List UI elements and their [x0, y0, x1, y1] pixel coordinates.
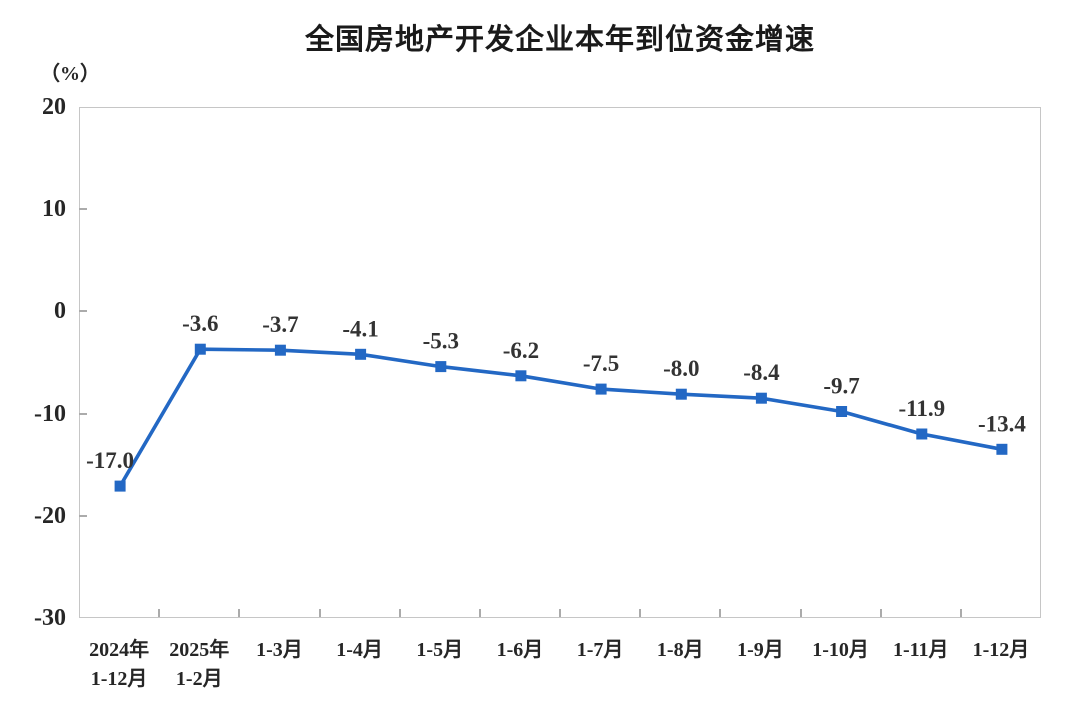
x-tick-mark — [158, 609, 161, 617]
data-point-label: -4.1 — [342, 316, 378, 341]
x-tick-label: 1-7月 — [576, 639, 624, 661]
y-tick-label: 0 — [54, 298, 66, 325]
y-tick-label: 20 — [42, 94, 66, 120]
data-point-label: -8.0 — [663, 356, 699, 381]
data-point-label: -13.4 — [978, 411, 1026, 436]
data-point-marker — [595, 383, 607, 395]
x-tick-mark — [959, 609, 962, 617]
data-point-label: -3.6 — [182, 311, 218, 336]
series-line — [118, 347, 1004, 488]
data-point-marker — [996, 443, 1008, 455]
data-point-label: -17.0 — [86, 448, 134, 473]
y-axis-unit-label: （%） — [40, 63, 100, 85]
data-point-marker — [675, 388, 687, 400]
data-point-label: -7.5 — [583, 351, 619, 376]
x-tick-label: 1-8月 — [656, 639, 704, 661]
data-point-label: -5.3 — [423, 329, 459, 354]
x-tick-label: 1-5月 — [416, 639, 464, 661]
x-tick-mark — [559, 609, 561, 617]
y-tick-mark — [79, 514, 87, 517]
x-tick-label: 2025年 1-2月 — [169, 639, 230, 690]
line-series-svg: -17.0 -3.6 -3.7 -4.1 -5.3 -6.2 -7.5 -8.0 -8.4 -9.… — [86, 311, 1026, 492]
x-tick-label: 1-4月 — [336, 639, 383, 661]
data-point-marker — [274, 344, 286, 356]
x-tick-label: 1-12月 — [972, 639, 1030, 661]
data-point-label: -11.9 — [898, 396, 945, 421]
data-point-marker — [355, 348, 367, 360]
data-point-label: -3.7 — [262, 312, 298, 337]
y-tick-mark — [79, 208, 87, 211]
x-tick-mark — [639, 609, 642, 617]
x-tick-mark — [398, 609, 401, 617]
x-tick-label: 1-6月 — [496, 639, 544, 661]
x-tick-label: 2024年 1-12月 — [89, 639, 150, 690]
data-point-marker — [435, 361, 447, 373]
y-tick-label: 10 — [42, 196, 66, 223]
x-tick-label: 1-3月 — [256, 639, 303, 661]
x-tick-mark — [478, 609, 481, 617]
y-tick-label: -30 — [34, 605, 66, 631]
x-tick-mark — [799, 609, 802, 617]
y-tick-label: -20 — [34, 502, 66, 529]
data-point-marker — [114, 480, 126, 492]
data-point-label: -8.4 — [743, 360, 780, 385]
chart-title: 全国房地产开发企业本年到位资金增速 — [304, 24, 815, 56]
plot-area: -17.0 -3.6 -3.7 -4.1 -5.3 -6.2 -7.5 -8.0 -8.4 -9.… — [79, 107, 1041, 618]
data-point-label: -6.2 — [503, 338, 539, 363]
x-tick-mark — [318, 609, 321, 617]
x-tick-label: 1-9月 — [737, 639, 784, 661]
x-tick-mark — [238, 609, 241, 617]
y-tick-mark — [79, 412, 87, 415]
y-tick-label: -10 — [34, 400, 66, 427]
data-point-label: -9.7 — [823, 374, 859, 399]
x-tick-mark — [879, 609, 882, 617]
x-tick-label: 1-11月 — [892, 639, 949, 661]
data-point-marker — [755, 392, 767, 404]
data-point-marker — [836, 406, 848, 417]
x-tick-label: 1-10月 — [812, 639, 869, 661]
data-point-marker — [515, 370, 527, 382]
data-point-marker — [194, 343, 206, 355]
data-point-marker — [916, 428, 928, 440]
x-tick-mark — [719, 609, 722, 617]
y-tick-mark — [79, 310, 87, 313]
